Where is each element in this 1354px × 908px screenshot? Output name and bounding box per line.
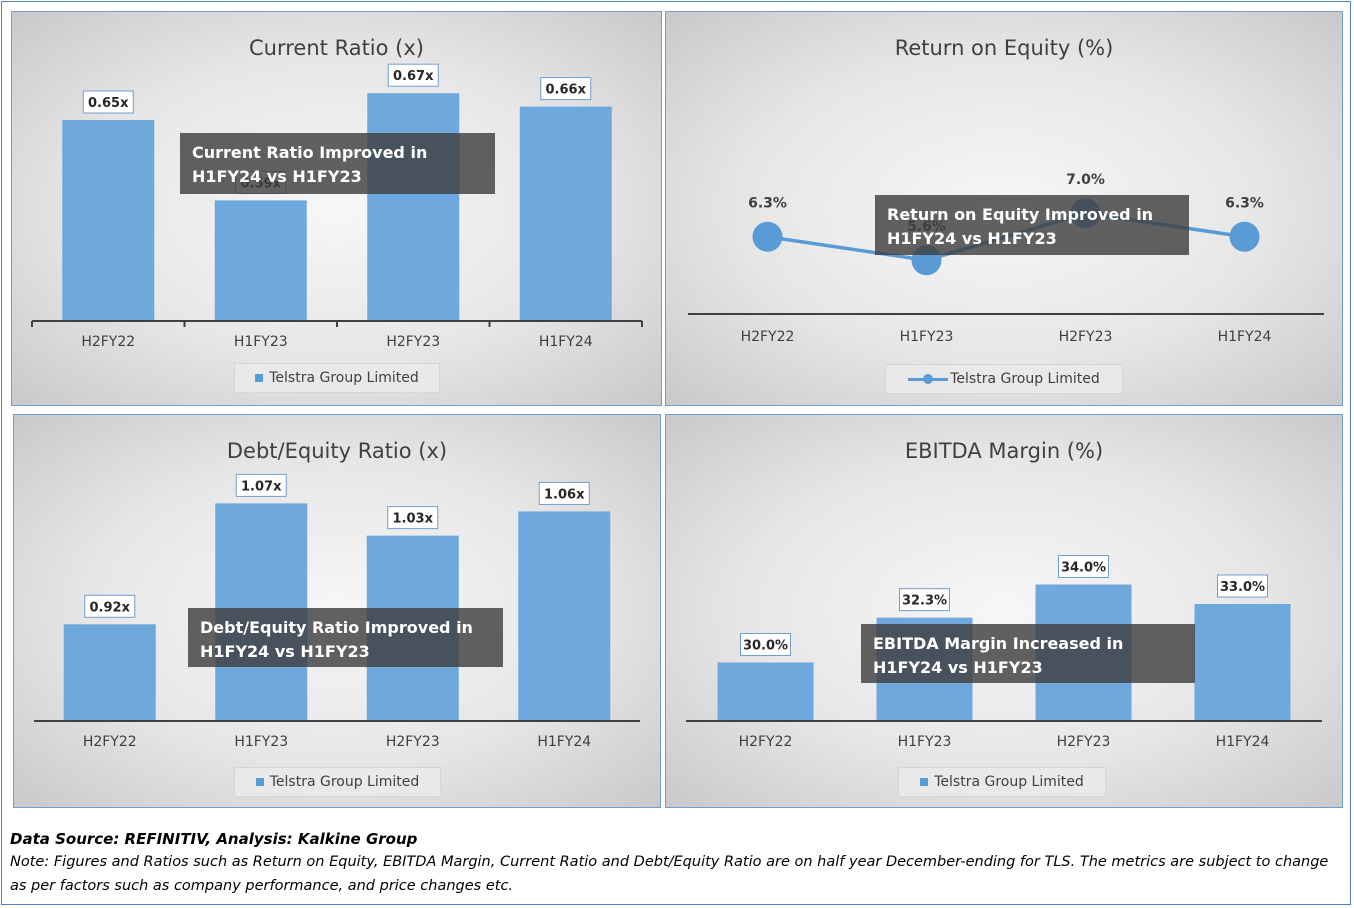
x-tick-label: H1FY24 [1216, 734, 1270, 750]
x-tick-label: H1FY23 [900, 329, 954, 345]
bar-h2fy22 [63, 624, 156, 721]
x-tick-label: H1FY24 [539, 334, 593, 350]
data-label: 33.0% [1220, 580, 1265, 595]
x-tick-label: H2FY23 [1059, 329, 1113, 345]
data-label-box [1217, 574, 1268, 598]
bar-h1fy24 [519, 106, 612, 321]
data-label-box [740, 633, 791, 656]
data-label-box [82, 90, 134, 114]
x-tick-label: H2FY22 [741, 329, 795, 345]
chart-legend: Telstra Group Limited [234, 767, 441, 797]
chart-title: Return on Equity (%) [894, 36, 1114, 60]
data-label: 0.65x [88, 96, 129, 111]
legend-label: Telstra Group Limited [269, 774, 420, 790]
data-label-box [84, 594, 136, 618]
legend-swatch [920, 778, 929, 786]
legend-label: Telstra Group Limited [934, 774, 1084, 790]
legend-swatch [908, 372, 949, 386]
bar-h1fy24 [518, 511, 611, 721]
data-label-box [387, 506, 439, 530]
legend-label: Telstra Group Limited [950, 371, 1100, 387]
return-on-equity-chart: Return on Equity (%) 6.3%5.6%7.0%6.3%H2F… [665, 11, 1343, 406]
bar-h1fy24 [1194, 604, 1291, 721]
x-tick-label: H1FY23 [234, 334, 288, 350]
x-tick-label: H1FY23 [234, 734, 288, 750]
x-tick-label: H1FY24 [1218, 329, 1272, 345]
data-label: 6.3% [748, 196, 787, 212]
data-label: 0.92x [90, 600, 131, 615]
chart-legend: Telstra Group Limited [234, 363, 440, 393]
current-ratio-plot: 0.65x0.59x0.67x0.66xH2FY22H1FY23H2FY23H1… [31, 63, 643, 350]
x-tick-label: H1FY23 [898, 734, 952, 750]
point-h2fy22 [752, 221, 783, 252]
ebitda-margin-plot: 30.0% 32.3% 34.0% 33.0% H2FY22 H1FY23 H2FY23 H1… [686, 555, 1322, 750]
data-label: 1.07x [241, 479, 282, 494]
data-label-box [899, 588, 950, 612]
annotation-box: EBITDA Margin Increased in H1FY24 vs H1F… [861, 624, 1195, 683]
debt-equity-chart: Debt/Equity Ratio (x) 0.92x 1.07x 1.03x 1.0… [13, 414, 661, 808]
x-tick-label: H2FY22 [81, 334, 135, 350]
data-label-box [540, 77, 592, 101]
ebitda-margin-chart: EBITDA Margin (%) 30.0% 32.3% 34.0% 33.0% H2… [665, 414, 1343, 808]
x-tick-label: H2FY23 [386, 734, 440, 750]
data-label: 34.0% [1061, 561, 1106, 576]
x-tick-label: H2FY22 [739, 734, 793, 750]
data-source-text: Data Source: REFINITIV, Analysis: Kalkin… [10, 830, 418, 848]
point-h1fy24 [1229, 221, 1260, 252]
data-label-box [235, 473, 287, 497]
data-label: 0.67x [393, 69, 434, 84]
data-label: 7.0% [1066, 172, 1105, 188]
data-label: 30.0% [743, 639, 788, 654]
x-tick-label: H2FY23 [1057, 734, 1111, 750]
legend-swatch [255, 778, 264, 786]
footer: Data Source: REFINITIV, Analysis: Kalkin… [10, 828, 1346, 898]
chart-title: EBITDA Margin (%) [904, 439, 1104, 463]
data-label: 6.3% [1225, 196, 1264, 212]
current-ratio-chart: Current Ratio (x) 0.65x0.59x0.67x0.66xH2… [11, 11, 662, 406]
x-tick-label: H1FY24 [537, 734, 591, 750]
bar-h2fy23 [367, 93, 460, 321]
data-label: 32.3% [902, 594, 947, 609]
x-tick-label: H2FY23 [386, 334, 440, 350]
chart-title: Current Ratio (x) [249, 36, 424, 60]
bar-h1fy23 [214, 200, 307, 321]
data-label: 0.66x [546, 83, 587, 98]
annotation-box: Current Ratio Improved in H1FY24 vs H1FY… [180, 133, 495, 194]
annotation-box: Debt/Equity Ratio Improved in H1FY24 vs … [188, 608, 503, 667]
note-text: Note: Figures and Ratios such as Return … [10, 854, 1329, 894]
data-label-box [1058, 555, 1109, 578]
chart-legend: Telstra Group Limited [885, 364, 1123, 394]
chart-title: Debt/Equity Ratio (x) [226, 439, 448, 463]
data-label-box [387, 63, 439, 87]
data-label-box [538, 481, 590, 505]
data-label: 1.03x [393, 512, 434, 527]
legend-label: Telstra Group Limited [269, 370, 419, 386]
x-tick-label: H2FY22 [83, 734, 137, 750]
bar-h2fy22 [717, 662, 814, 721]
chart-legend: Telstra Group Limited [898, 767, 1106, 797]
data-label: 1.06x [544, 487, 585, 502]
legend-swatch [255, 374, 264, 382]
bar-h2fy22 [62, 120, 155, 321]
annotation-box: Return on Equity Improved in H1FY24 vs H… [875, 195, 1189, 255]
